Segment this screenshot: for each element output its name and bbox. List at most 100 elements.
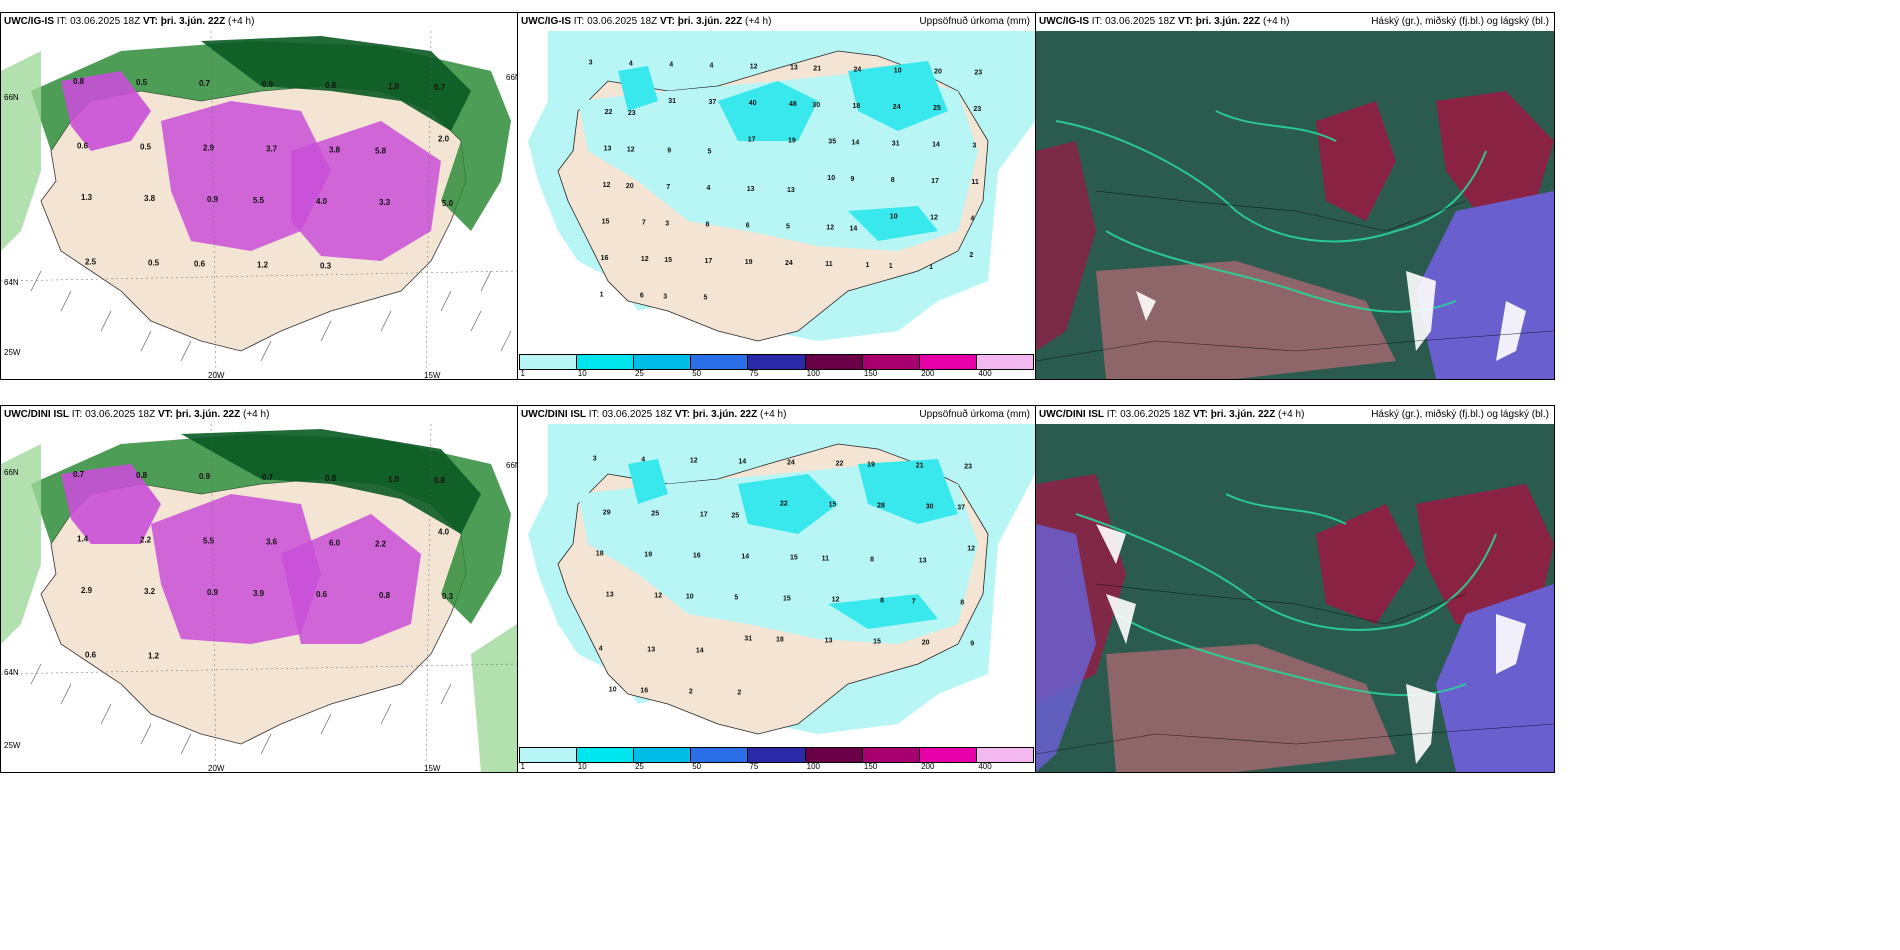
cloud-red-north (1316, 504, 1416, 624)
colorbar-segment (520, 748, 578, 762)
wind-barbs (30, 270, 512, 362)
colorbar-segment (748, 748, 806, 762)
cloud-red-west (1036, 141, 1096, 351)
map-value-label: 14 (738, 459, 746, 466)
cloud-borders (1036, 190, 1554, 362)
colorbar-tick-label: 50 (692, 762, 702, 771)
map-canvas[interactable]: 3 4 4 4 12 13 21 24 10 20 23 22 23 31 37 40 48 30 18 24 25 23… (518, 31, 1035, 353)
map-value-label: 0.6 (77, 141, 89, 150)
colorbar-tick-label: 150 (863, 762, 878, 771)
map-value-label: 2.2 (140, 535, 152, 544)
map-value-label: 1 (889, 263, 893, 270)
map-value-label: 15 (790, 555, 798, 562)
lat-label-64n: 64N (4, 668, 19, 677)
panel-wind-bot: UWC/DINI ISL IT: 03.06.2025 18Z VT: þri.… (0, 405, 518, 773)
map-value-label: 2.5 (85, 257, 97, 266)
wind-values: 0.8 0.5 0.7 0.9 0.8 1.0 0.7 0.6 0.5 2.9 3.7 3.8 5.8 2… (73, 77, 454, 270)
map-value-label: 15 (829, 502, 837, 509)
map-value-label: 0.7 (434, 83, 446, 92)
map-canvas[interactable]: 0.7 0.8 0.9 0.7 0.8 1.0 0.8 1.4 2.2 5.5 3.6 6.0 2.2 4… (1, 424, 517, 772)
map-value-label: 23 (964, 464, 972, 471)
panel-precip-bot: UWC/DINI ISL IT: 03.06.2025 18Z VT: þri.… (517, 405, 1036, 773)
panel-header: UWC/DINI ISL IT: 03.06.2025 18Z VT: þri.… (1, 406, 517, 424)
map-value-label: 13 (604, 145, 612, 152)
map-canvas[interactable] (1036, 424, 1554, 772)
map-value-label: 30 (812, 102, 820, 109)
map-value-label: 4 (707, 185, 711, 192)
colorbar-segment (805, 748, 863, 762)
map-value-label: 14 (741, 554, 749, 561)
map-value-label: 31 (892, 140, 900, 147)
valid-time-label: VT: (142, 16, 158, 27)
colorbar-segments (519, 747, 1034, 763)
precip-colorbar: 1 10 25 50 75 100 150 200 400 (519, 747, 1034, 771)
map-value-label: 19 (788, 137, 796, 144)
valid-time: þri. 3.jún. 22Z (1210, 409, 1276, 420)
map-value-label: 0.9 (207, 588, 219, 597)
panel-title: Uppsöfnuð úrkoma (mm) (919, 16, 1030, 27)
map-value-label: 10 (686, 594, 694, 601)
map-value-label: 0.7 (73, 470, 85, 479)
colorbar-segment (976, 748, 1033, 762)
map-value-label: 7 (666, 184, 670, 191)
valid-time: þri. 3.jún. 22Z (677, 16, 743, 27)
map-value-label: 12 (654, 593, 662, 600)
init-time: IT: 03.06.2025 18Z (56, 16, 141, 27)
map-value-label: 5.8 (375, 146, 387, 155)
forecast-step: (+4 h) (243, 409, 270, 420)
map-canvas[interactable] (1036, 31, 1554, 379)
map-value-label: 23 (628, 110, 636, 117)
map-value-label: 0.8 (136, 471, 148, 480)
cloud-map-svg[interactable] (1036, 31, 1554, 379)
lat-label-right: 66N (506, 461, 517, 470)
map-value-label: 3 (665, 221, 669, 228)
map-value-label: 25 (651, 511, 659, 518)
map-value-label: 0.7 (262, 473, 274, 482)
map-value-label: 12 (832, 597, 840, 604)
magenta-east (291, 121, 441, 261)
map-value-label: 2.9 (81, 586, 93, 595)
valid-time-label: VT: (659, 16, 675, 27)
map-value-label: 0.8 (73, 77, 85, 86)
wind-map-svg[interactable]: 0.8 0.5 0.7 0.9 0.8 1.0 0.7 0.6 0.5 2.9 3.7 3.8 5.8 2… (1, 31, 517, 379)
map-value-label: 0.5 (148, 258, 160, 267)
map-value-label: 18 (776, 637, 784, 644)
map-value-label: 4 (710, 62, 714, 69)
lat-label-66n: 66N (4, 93, 19, 102)
map-value-label: 1 (600, 292, 604, 299)
map-value-label: 25 (731, 513, 739, 520)
map-value-label: 4.0 (438, 527, 450, 536)
map-value-label: 3 (589, 59, 593, 66)
map-value-label: 2.9 (203, 143, 215, 152)
map-value-label: 3.6 (266, 537, 278, 546)
panel-header: UWC/IG-IS IT: 03.06.2025 18Z VT: þri. 3.… (518, 13, 1035, 31)
colorbar-segments (519, 354, 1034, 370)
map-canvas[interactable]: 0.8 0.5 0.7 0.9 0.8 1.0 0.7 0.6 0.5 2.9 3.7 3.8 5.8 2… (1, 31, 517, 379)
colorbar-segment (634, 748, 692, 762)
panel-cloud-bot: UWC/DINI ISL IT: 03.06.2025 18Z VT: þri.… (1035, 405, 1555, 773)
map-value-label: 0.8 (325, 81, 337, 90)
wind-barbs (30, 663, 452, 755)
valid-time-label: VT: (1177, 16, 1193, 27)
map-value-label: 3 (972, 142, 976, 149)
map-value-label: 15 (602, 219, 610, 226)
colorbar-tick-label: 400 (978, 762, 992, 771)
init-time: IT: 03.06.2025 18Z (71, 409, 156, 420)
colorbar-tick-label: 100 (806, 369, 820, 378)
map-value-label: 5 (786, 224, 790, 231)
lon-label-20w: 20W (208, 764, 225, 773)
panel-header: UWC/IG-IS IT: 03.06.2025 18Z VT: þri. 3.… (1, 13, 517, 31)
valid-time: þri. 3.jún. 22Z (175, 409, 241, 420)
init-time: IT: 03.06.2025 18Z (1091, 16, 1176, 27)
wind-map-svg[interactable]: 0.7 0.8 0.9 0.7 0.8 1.0 0.8 1.4 2.2 5.5 3.6 6.0 2.2 4… (1, 424, 517, 772)
map-value-label: 37 (709, 99, 717, 106)
map-value-label: 21 (916, 463, 924, 470)
cloud-map-svg[interactable] (1036, 424, 1554, 772)
map-value-label: 12 (967, 546, 975, 553)
cloud-pink-south (1106, 644, 1396, 772)
map-value-label: 13 (606, 592, 614, 599)
map-value-label: 4 (599, 646, 603, 653)
map-canvas[interactable]: 3 4 12 14 24 22 19 21 23 29 25 17 25 22 15 28 30 37 18 19 16… (518, 424, 1035, 746)
